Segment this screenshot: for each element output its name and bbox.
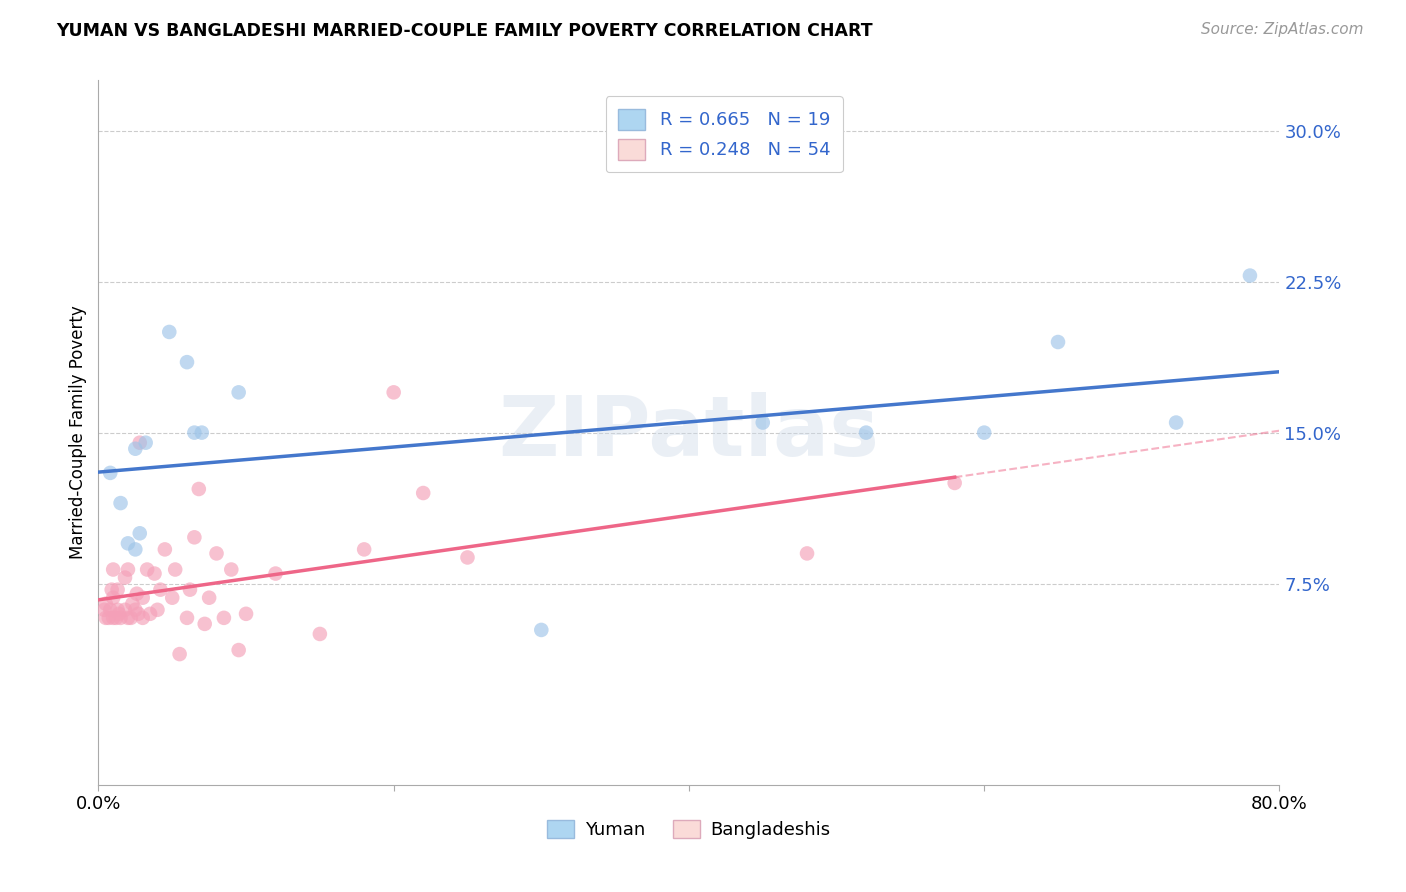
Point [353,542,375,557]
Point [176,355,198,369]
Point [752,416,775,430]
Point [108,607,131,621]
Point [264,566,287,581]
Point [198,591,221,605]
Point [221,562,243,576]
Point [117,611,139,625]
Point [124,542,146,557]
Point [228,643,250,657]
Point [98,466,121,480]
Point [187,482,209,496]
Point [530,623,553,637]
Point [97,611,120,625]
Point [162,591,183,605]
Point [94,611,117,625]
Point [103,611,125,625]
Point [128,526,150,541]
Point [117,536,139,550]
Point [121,597,143,611]
Point [103,562,125,576]
Point [973,425,995,440]
Point [132,591,155,605]
Point [107,582,129,597]
Point [153,542,176,557]
Point [183,530,205,544]
Point [110,611,132,625]
Point [103,591,125,605]
Point [110,496,132,510]
Point [128,435,150,450]
Point [855,425,877,440]
Point [94,597,117,611]
Point [114,603,136,617]
Point [157,325,180,339]
Point [125,587,148,601]
Point [124,603,146,617]
Point [149,582,172,597]
Text: ZIPatlas: ZIPatlas [499,392,879,473]
Point [235,607,257,621]
Point [93,603,115,617]
Point [169,647,191,661]
Point [1166,416,1188,430]
Point [139,607,162,621]
Text: YUMAN VS BANGLADESHI MARRIED-COUPLE FAMILY POVERTY CORRELATION CHART: YUMAN VS BANGLADESHI MARRIED-COUPLE FAMI… [56,22,873,40]
Point [309,627,332,641]
Point [194,616,217,631]
Point [796,546,818,560]
Point [132,611,155,625]
Point [105,611,128,625]
Point [179,582,201,597]
Point [183,425,205,440]
Point [1046,334,1070,349]
Point [124,442,146,456]
Point [143,566,166,581]
Point [117,562,139,576]
Point [457,550,479,565]
Point [412,486,434,500]
Point [127,607,149,621]
Point [205,546,228,560]
Point [943,475,966,490]
Y-axis label: Married-Couple Family Poverty: Married-Couple Family Poverty [69,306,87,559]
Point [191,425,214,440]
Point [98,603,121,617]
Point [228,385,250,400]
Point [382,385,405,400]
Point [107,603,129,617]
Point [120,611,142,625]
Text: Source: ZipAtlas.com: Source: ZipAtlas.com [1201,22,1364,37]
Point [136,562,159,576]
Point [212,611,235,625]
Point [100,582,122,597]
Point [114,571,136,585]
Point [165,562,187,576]
Point [1239,268,1261,283]
Legend: Yuman, Bangladeshis: Yuman, Bangladeshis [540,813,838,847]
Point [146,603,169,617]
Point [176,611,198,625]
Point [135,435,157,450]
